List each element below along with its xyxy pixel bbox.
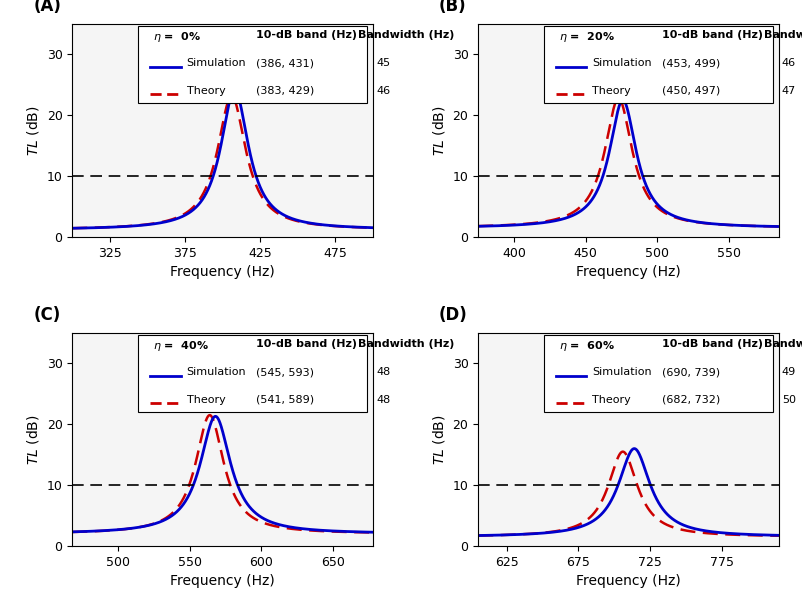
Text: (453, 499): (453, 499) xyxy=(661,58,719,68)
Text: $\eta$ =  40%: $\eta$ = 40% xyxy=(153,340,209,353)
Text: 10-dB band (Hz): 10-dB band (Hz) xyxy=(661,340,762,349)
Text: Theory: Theory xyxy=(186,86,225,96)
Text: 10-dB band (Hz): 10-dB band (Hz) xyxy=(661,31,762,40)
Text: (383, 429): (383, 429) xyxy=(255,86,314,96)
Text: Bandwidth (Hz): Bandwidth (Hz) xyxy=(763,31,802,40)
Text: 48: 48 xyxy=(375,395,390,405)
Text: 47: 47 xyxy=(781,86,795,96)
FancyBboxPatch shape xyxy=(544,335,772,412)
Text: Theory: Theory xyxy=(186,395,225,405)
Text: 10-dB band (Hz): 10-dB band (Hz) xyxy=(255,31,356,40)
Text: (B): (B) xyxy=(439,0,466,16)
Text: Bandwidth (Hz): Bandwidth (Hz) xyxy=(763,340,802,349)
X-axis label: Frequency (Hz): Frequency (Hz) xyxy=(576,265,680,280)
Y-axis label: $TL$ (dB): $TL$ (dB) xyxy=(25,414,41,465)
Text: 46: 46 xyxy=(375,86,390,96)
Text: 45: 45 xyxy=(375,58,390,68)
Text: Bandwidth (Hz): Bandwidth (Hz) xyxy=(358,340,454,349)
Text: (545, 593): (545, 593) xyxy=(255,367,314,377)
Text: $\eta$ =  60%: $\eta$ = 60% xyxy=(559,340,615,353)
X-axis label: Frequency (Hz): Frequency (Hz) xyxy=(170,265,274,280)
Text: Theory: Theory xyxy=(592,86,630,96)
X-axis label: Frequency (Hz): Frequency (Hz) xyxy=(576,574,680,588)
Y-axis label: $TL$ (dB): $TL$ (dB) xyxy=(25,105,41,156)
X-axis label: Frequency (Hz): Frequency (Hz) xyxy=(170,574,274,588)
Text: (386, 431): (386, 431) xyxy=(255,58,314,68)
Text: Simulation: Simulation xyxy=(592,367,651,377)
Text: Theory: Theory xyxy=(592,395,630,405)
Text: (541, 589): (541, 589) xyxy=(255,395,314,405)
Text: (682, 732): (682, 732) xyxy=(661,395,719,405)
Y-axis label: $TL$ (dB): $TL$ (dB) xyxy=(431,105,447,156)
Text: 46: 46 xyxy=(781,58,795,68)
Text: 48: 48 xyxy=(375,367,390,377)
Text: (690, 739): (690, 739) xyxy=(661,367,719,377)
Text: (A): (A) xyxy=(33,0,61,16)
Text: Simulation: Simulation xyxy=(186,367,246,377)
Text: 10-dB band (Hz): 10-dB band (Hz) xyxy=(255,340,356,349)
Text: 50: 50 xyxy=(781,395,795,405)
Text: (450, 497): (450, 497) xyxy=(661,86,719,96)
Text: (D): (D) xyxy=(439,307,468,325)
FancyBboxPatch shape xyxy=(138,335,367,412)
Text: Simulation: Simulation xyxy=(186,58,246,68)
Text: 49: 49 xyxy=(781,367,795,377)
Text: Bandwidth (Hz): Bandwidth (Hz) xyxy=(358,31,454,40)
FancyBboxPatch shape xyxy=(544,26,772,103)
Text: (C): (C) xyxy=(33,307,60,325)
Text: Simulation: Simulation xyxy=(592,58,651,68)
Y-axis label: $TL$ (dB): $TL$ (dB) xyxy=(431,414,447,465)
Text: $\eta$ =  20%: $\eta$ = 20% xyxy=(559,31,615,44)
FancyBboxPatch shape xyxy=(138,26,367,103)
Text: $\eta$ =  0%: $\eta$ = 0% xyxy=(153,31,201,44)
